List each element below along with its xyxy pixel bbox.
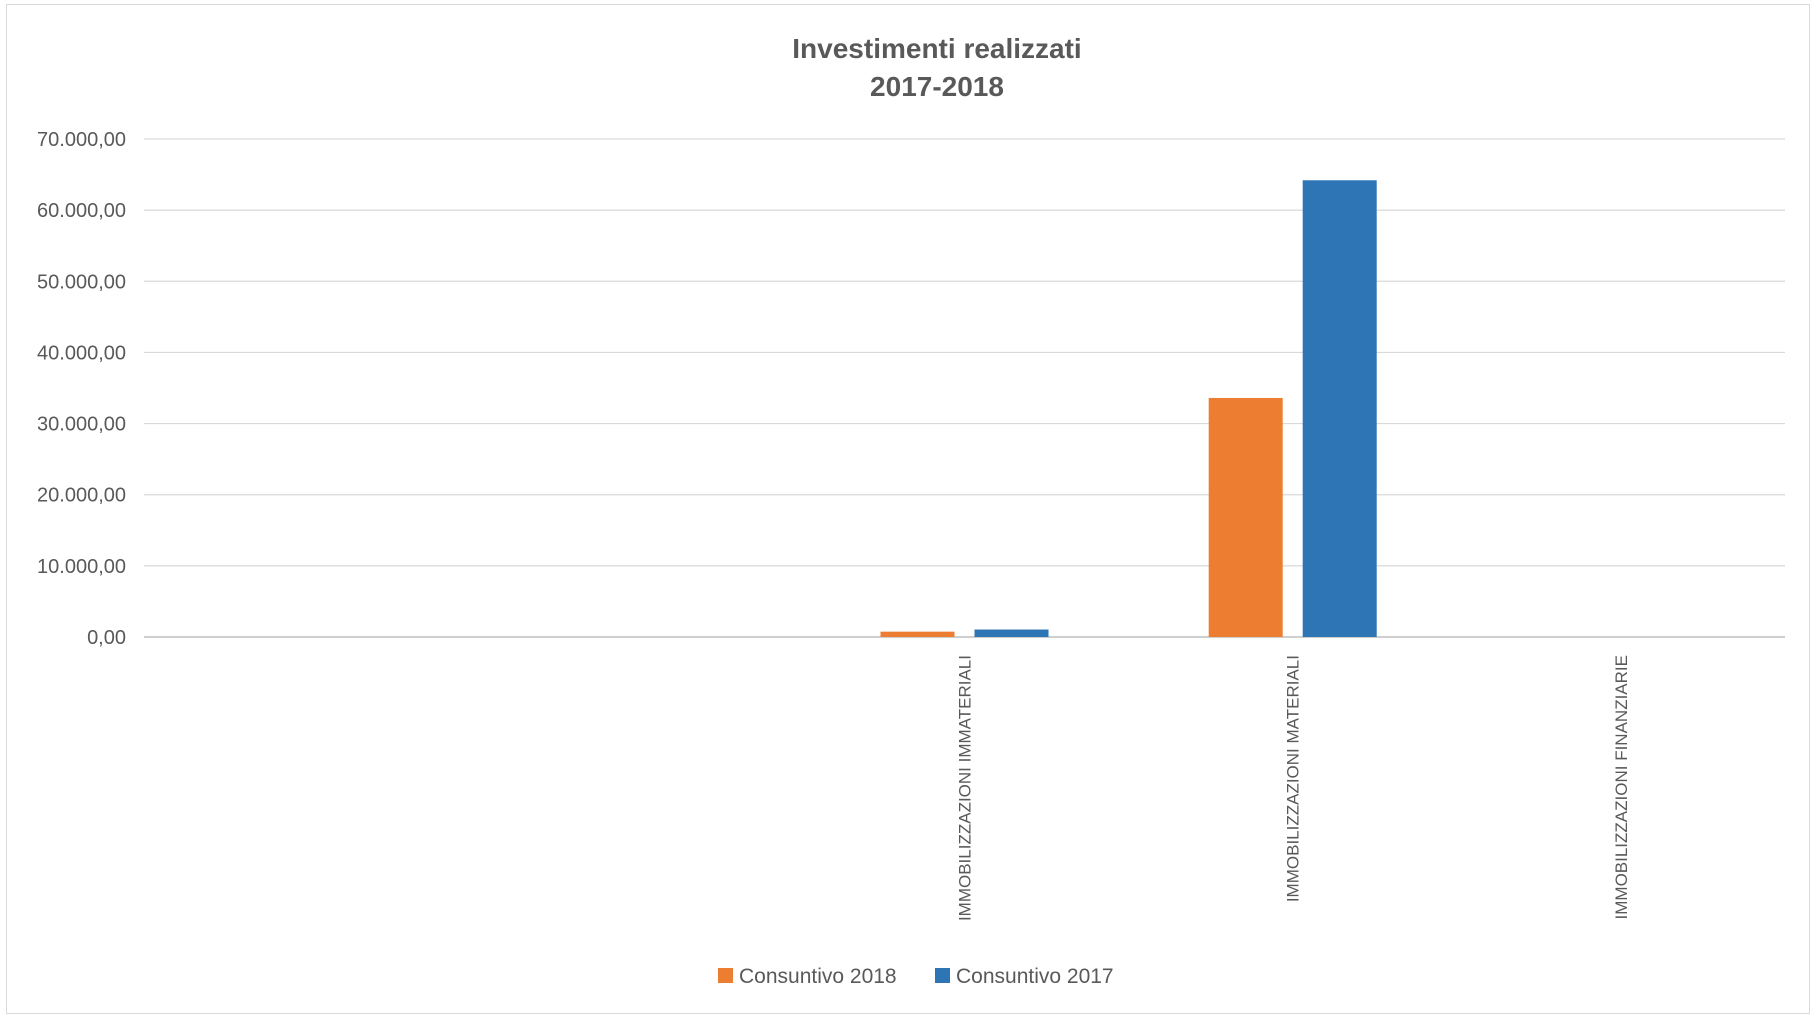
y-axis-ticks: 0,00 10.000,00 20.000,00 30.000,00 40.000,00… <box>37 129 126 649</box>
legend: Consuntivo 2018 Consuntivo 2017 <box>718 965 1114 988</box>
legend-label: Consuntivo 2017 <box>956 965 1114 988</box>
legend-label: Consuntivo 2018 <box>739 965 897 988</box>
y-tick-label: 70.000,00 <box>37 129 126 151</box>
y-tick-label: 40.000,00 <box>37 342 126 364</box>
legend-swatch <box>718 968 733 983</box>
gridlines <box>144 138 1785 638</box>
x-category-label: IMMOBILIZZAZIONI FINANZIARIE <box>1612 655 1631 919</box>
bar <box>974 629 1049 637</box>
y-tick-label: 20.000,00 <box>37 485 126 507</box>
bar-chart: Investimenti realizzati 2017-2018 0,00 10… <box>37 33 1785 988</box>
bar <box>880 631 955 637</box>
x-axis-labels: IMMOBILIZZAZIONI IMMATERIALI IMMOBILIZZAZ… <box>956 655 1631 921</box>
y-tick-label: 0,00 <box>87 627 126 649</box>
bar <box>1302 180 1377 637</box>
chart-title: Investimenti realizzati <box>792 33 1081 64</box>
y-tick-label: 50.000,00 <box>37 271 126 293</box>
x-category-label: IMMOBILIZZAZIONI IMMATERIALI <box>956 655 975 921</box>
y-tick-label: 60.000,00 <box>37 200 126 222</box>
y-tick-label: 10.000,00 <box>37 556 126 578</box>
chart-subtitle: 2017-2018 <box>870 71 1004 102</box>
bars <box>880 180 1377 637</box>
y-tick-label: 30.000,00 <box>37 414 126 436</box>
x-category-label: IMMOBILIZZAZIONI MATERIALI <box>1284 655 1303 902</box>
legend-swatch <box>935 968 950 983</box>
bar <box>1208 397 1283 637</box>
chart-frame: Investimenti realizzati 2017-2018 0,00 10… <box>6 4 1810 1014</box>
